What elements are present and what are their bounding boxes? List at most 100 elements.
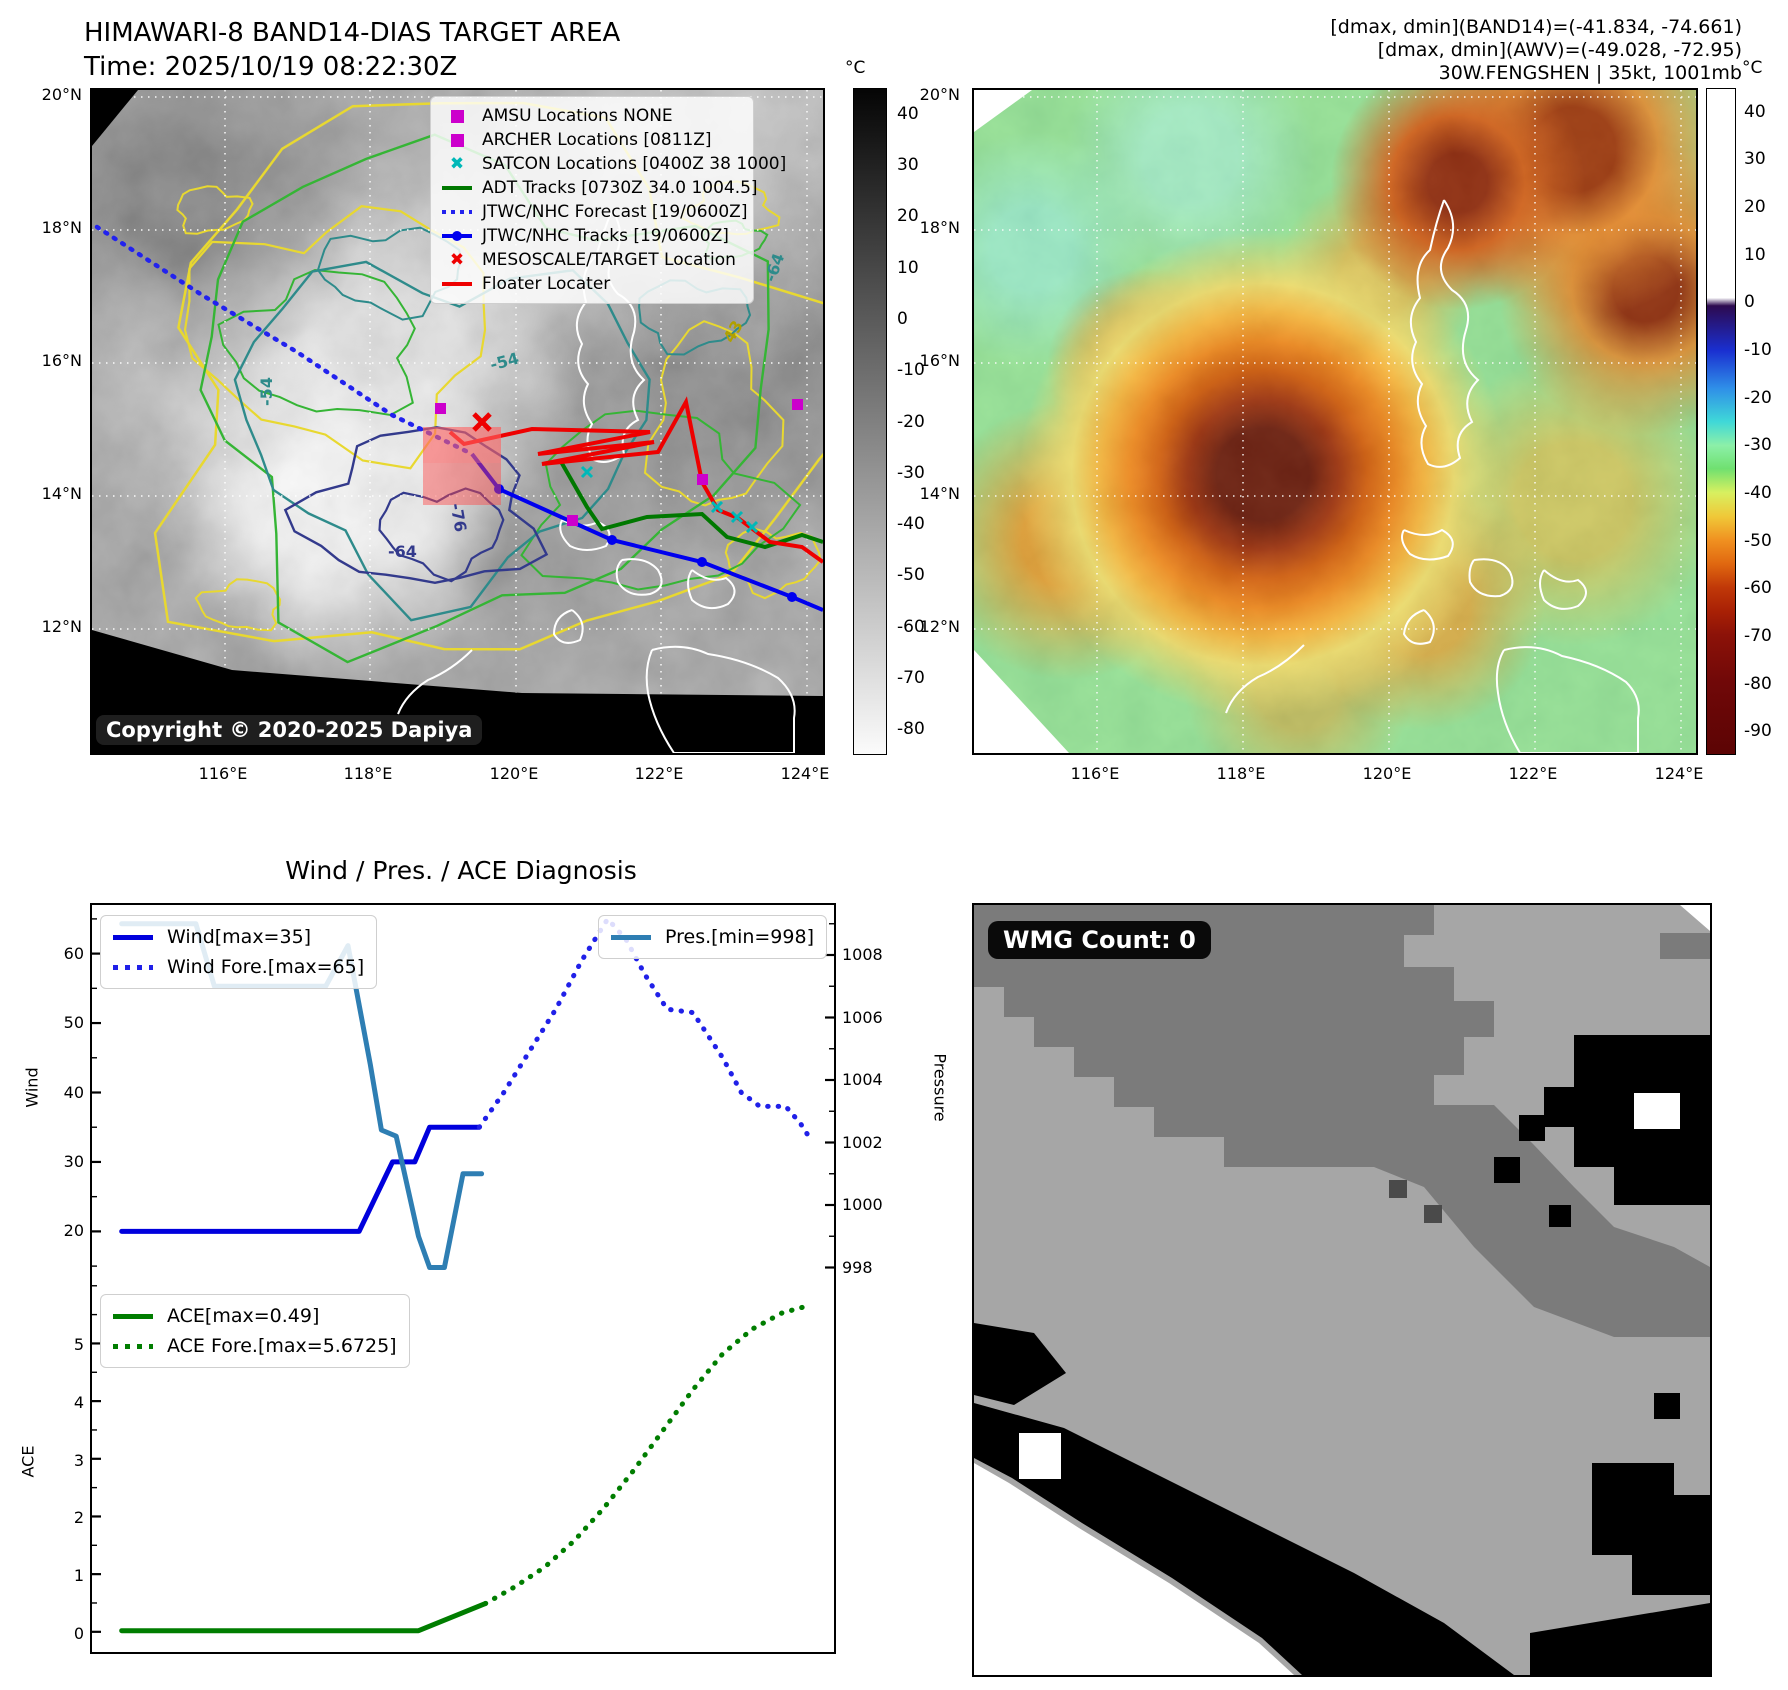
line-glyph <box>442 186 472 190</box>
chart-legend-label: Pres.[min=998] <box>665 926 814 948</box>
square-glyph <box>450 133 464 147</box>
x-glyph: ✖ <box>449 154 465 174</box>
satcon-x-markers <box>580 465 759 534</box>
wmg-canvas <box>974 905 1710 1675</box>
band14-colorbar-tick: 0 <box>897 308 908 329</box>
line-dot-glyph <box>442 231 472 241</box>
band14-lon-tick: 124°E <box>780 764 830 783</box>
legend-item-label: JTWC/NHC Forecast [19/0600Z] <box>482 202 748 222</box>
ir-colorbar-tick: -50 <box>1744 530 1772 551</box>
jtwc-track <box>470 452 823 612</box>
swath-corner <box>974 90 1032 132</box>
ace-ytick: 2 <box>73 1508 84 1528</box>
wind-ytick: 20 <box>63 1221 84 1241</box>
ir-colorbar-tick: -20 <box>1744 387 1772 408</box>
wind-ytick: 40 <box>63 1082 84 1102</box>
band14-lon-tick: 116°E <box>198 764 248 783</box>
chart-legend-item: ACE Fore.[max=5.6725] <box>113 1331 397 1361</box>
ace-ytick: 0 <box>73 1623 84 1643</box>
legend-item: ✖ MESOSCALE/TARGET Location <box>441 248 743 272</box>
band14-colorbar-unit: °C <box>845 58 866 78</box>
legend-item: AMSU Locations NONE <box>441 104 743 128</box>
legend-item-label: JTWC/NHC Tracks [19/0600Z] <box>482 226 729 246</box>
legend-item: Floater Locater <box>441 272 743 296</box>
band14-lat-tick: 18°N <box>41 218 82 237</box>
x-marker-icon: ✖ <box>441 250 473 270</box>
chart-legend-item: Wind Fore.[max=65] <box>113 952 364 982</box>
wind-ytick: 60 <box>63 943 84 963</box>
chart-legend-item: ACE[max=0.49] <box>113 1301 397 1331</box>
ace-ytick: 4 <box>73 1393 84 1413</box>
pressure-ytick: 1002 <box>842 1132 883 1152</box>
ace-ytick: 5 <box>73 1335 84 1355</box>
ir-colorbar-tick: -90 <box>1744 721 1772 742</box>
glyph <box>113 934 153 940</box>
swath-edge <box>92 90 138 146</box>
swath-corner <box>974 650 1069 753</box>
band14-colorbar-tick: -40 <box>897 514 925 535</box>
ir-lat-tick: 16°N <box>919 351 960 370</box>
band14-map-panel: AMSU Locations NONE ARCHER Locations [081… <box>90 88 825 755</box>
solid-line-icon <box>113 1313 155 1319</box>
solid-line-icon <box>113 934 155 940</box>
square-marker-icon <box>441 109 473 123</box>
legend-item: ADT Tracks [0730Z 34.0 1004.5] <box>441 176 758 200</box>
glyph <box>113 964 153 970</box>
pressure-ylabel: Pressure <box>930 1053 950 1122</box>
ace-ylabel: ACE <box>18 1445 38 1478</box>
page-time: Time: 2025/10/19 08:22:30Z <box>84 52 458 82</box>
map-legend: AMSU Locations NONE ARCHER Locations [081… <box>430 96 786 304</box>
line-marker-icon <box>441 186 473 190</box>
ir-lon-tick: 120°E <box>1362 764 1412 783</box>
ir-lat-tick: 20°N <box>919 85 960 104</box>
ir-colorbar-tick: -10 <box>1744 340 1772 361</box>
jtwc-track-points <box>494 484 797 602</box>
wind-ylabel: Wind <box>22 1067 42 1108</box>
ir-lon-tick: 122°E <box>1508 764 1558 783</box>
ir-lon-tick: 116°E <box>1070 764 1120 783</box>
pressure-ytick: 1006 <box>842 1007 883 1027</box>
band14-lat-tick: 14°N <box>41 484 82 503</box>
band14-colorbar-tick: 30 <box>897 154 919 175</box>
band14-lat-tick: 12°N <box>41 617 82 636</box>
ir-colorbar-tick: 40 <box>1744 101 1766 122</box>
band14-colorbar-tick: -20 <box>897 411 925 432</box>
band14-lat-tick: 20°N <box>41 85 82 104</box>
dot <box>452 231 462 241</box>
ir-map-panel <box>972 88 1698 755</box>
line-glyph <box>442 282 472 286</box>
storm-status-text: 30W.FENGSHEN | 35kt, 1001mb <box>1438 62 1742 84</box>
band14-colorbar <box>853 88 887 755</box>
ir-colorbar-tick: -80 <box>1744 673 1772 694</box>
ir-colorbar-tick: 20 <box>1744 197 1766 218</box>
solid-line-icon <box>611 934 653 940</box>
chart-legend-label: Wind[max=35] <box>167 926 312 948</box>
target-area-rect <box>423 427 501 505</box>
line-marker-icon <box>441 282 473 286</box>
band14-lat-tick: 16°N <box>41 351 82 370</box>
chart-legend-label: ACE Fore.[max=5.6725] <box>167 1335 397 1357</box>
page-title: HIMAWARI-8 BAND14-DIAS TARGET AREA <box>84 18 621 48</box>
chart-legend-label: Wind Fore.[max=65] <box>167 956 365 978</box>
pressure-ytick: 1004 <box>842 1070 883 1089</box>
wmg-darkgray-region <box>974 905 1710 1337</box>
contour-label: -64 <box>388 542 417 561</box>
legend-item-label: AMSU Locations NONE <box>482 106 673 126</box>
archer-square-markers <box>435 399 803 526</box>
pressure-ytick: 1000 <box>842 1195 883 1214</box>
dotted-glyph <box>442 210 472 214</box>
glyph <box>113 1343 153 1349</box>
legend-item: JTWC/NHC Forecast [19/0600Z] <box>441 200 747 224</box>
band14-colorbar-tick: -70 <box>897 668 925 689</box>
wmg-white-region <box>974 905 1710 1675</box>
wind-legend: Wind[max=35] Wind Fore.[max=65] <box>100 915 378 989</box>
copyright-text: Copyright © 2020-2025 Dapiya <box>96 715 483 745</box>
band14-lon-tick: 118°E <box>343 764 393 783</box>
wind-ytick: 50 <box>63 1013 84 1033</box>
floater-track <box>448 396 823 564</box>
pressure-ytick: 1008 <box>842 945 883 964</box>
ir-colorbar-tick: -30 <box>1744 435 1772 456</box>
wmg-count-badge: WMG Count: 0 <box>988 921 1211 959</box>
ir-colorbar-tick: 0 <box>1744 292 1755 313</box>
band14-colorbar-tick: 20 <box>897 206 919 227</box>
